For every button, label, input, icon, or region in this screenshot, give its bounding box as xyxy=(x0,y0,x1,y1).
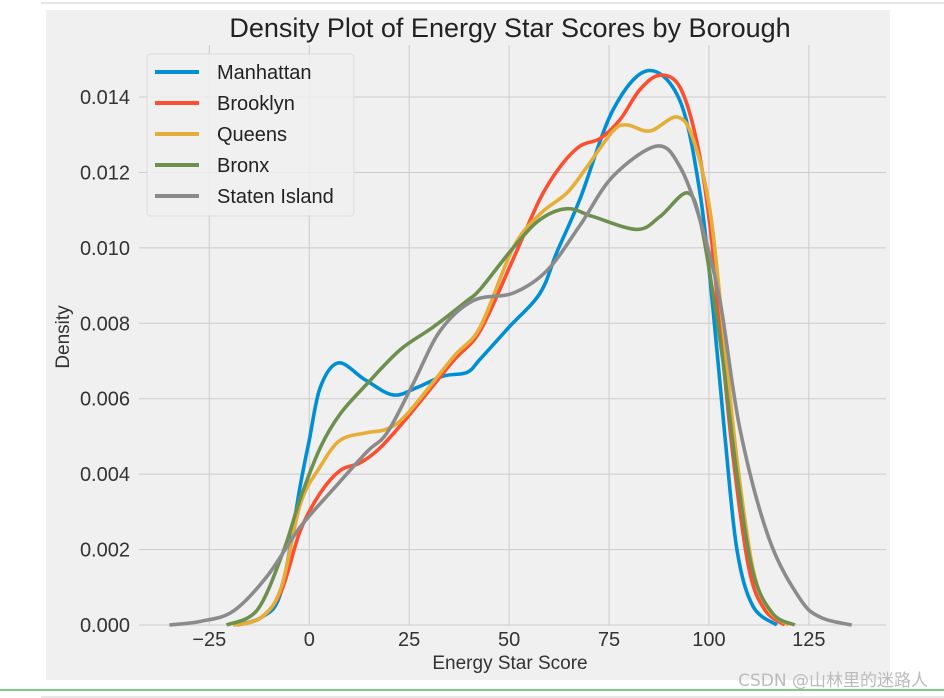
series-lines xyxy=(169,68,853,627)
series-line-staten-island xyxy=(169,144,853,627)
legend-box xyxy=(146,53,355,217)
tick-labels: −25 0 25 50 75 100 125 0.000 0.002 0.004 0.006 0.00… xyxy=(80,87,826,651)
x-tick-label: 25 xyxy=(398,629,420,651)
x-tick-label: 50 xyxy=(498,629,520,651)
y-tick-label: 0.012 xyxy=(80,162,130,184)
legend-label: Staten Island xyxy=(217,186,334,208)
x-tick-label: 100 xyxy=(692,629,725,651)
series-line-queens xyxy=(232,115,790,627)
x-tick-label: 0 xyxy=(304,629,315,651)
legend-label: Brooklyn xyxy=(217,93,295,115)
legend-label: Bronx xyxy=(217,155,269,177)
y-axis-label: Density xyxy=(53,305,74,369)
y-tick-label: 0.006 xyxy=(80,389,130,411)
y-tick-label: 0.014 xyxy=(80,87,130,109)
x-tick-label: 75 xyxy=(598,629,620,651)
x-axis-label: Energy Star Score xyxy=(432,653,587,674)
y-tick-label: 0.000 xyxy=(80,615,130,637)
x-tick-label: 125 xyxy=(792,629,825,651)
legend: Manhattan Brooklyn Queens Bronx Staten Islan… xyxy=(146,53,355,217)
series-line-bronx xyxy=(225,191,796,627)
legend-label: Manhattan xyxy=(217,62,312,84)
x-tick-label: −25 xyxy=(192,629,226,651)
y-tick-label: 0.010 xyxy=(80,238,130,260)
chart-title: Density Plot of Energy Star Scores by Bo… xyxy=(229,13,790,43)
watermark: CSDN @山林里的迷路人 xyxy=(738,671,928,691)
legend-label: Queens xyxy=(217,124,287,146)
y-tick-label: 0.002 xyxy=(80,540,130,562)
y-tick-label: 0.004 xyxy=(80,464,130,486)
y-tick-label: 0.008 xyxy=(80,313,130,335)
series-line-manhattan xyxy=(232,68,778,627)
